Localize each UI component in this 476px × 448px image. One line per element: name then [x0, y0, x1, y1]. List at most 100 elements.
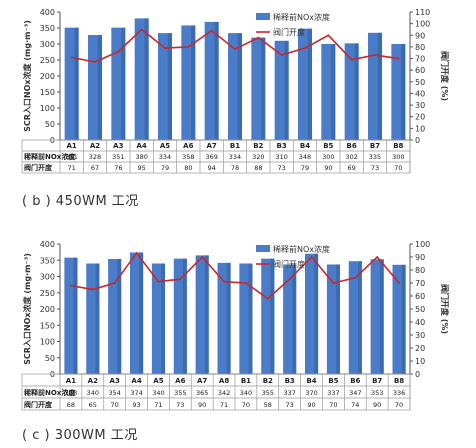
valve-point-B8 — [397, 57, 400, 60]
x-tick-label: B6 — [347, 142, 357, 150]
bar-shade-A5 — [161, 263, 165, 374]
valve-point-B3 — [280, 54, 283, 56]
legend-line-label: 阀门开度 — [273, 259, 305, 269]
y-right-tick-label: 50 — [415, 305, 425, 314]
bar-shade-B3 — [292, 264, 297, 374]
bar-shade-A2 — [95, 263, 100, 374]
y-right-tick-label: 20 — [415, 344, 425, 353]
valve-point-B4 — [304, 47, 306, 49]
bar-shade-A5 — [167, 33, 172, 141]
table-cell: 300 — [322, 153, 334, 161]
valve-point-B5 — [327, 34, 330, 37]
bar-shade-A2 — [97, 35, 102, 140]
table-row-label: 阀门开度 — [24, 163, 53, 172]
table-cell: 69 — [348, 164, 356, 172]
y-right-tick-label: 70 — [415, 55, 425, 64]
table-cell: 73 — [286, 401, 294, 409]
x-tick-label: A1 — [67, 142, 77, 150]
valve-point-A6 — [179, 278, 182, 280]
y-right-tick-label: 10 — [415, 357, 425, 366]
table-cell: 70 — [242, 401, 250, 409]
x-tick-label: A2 — [88, 377, 98, 385]
valve-point-A2 — [91, 288, 94, 291]
y-left-tick-label: 400 — [40, 240, 55, 249]
y-right-tick-label: 90 — [415, 253, 425, 262]
table-row-label: 阀门开度 — [24, 400, 53, 409]
table-cell: 67 — [91, 164, 99, 172]
x-tick-label: B2 — [253, 142, 263, 150]
y-right-tick-label: 50 — [415, 78, 425, 87]
y-left-tick-label: 250 — [40, 289, 55, 298]
bar-shade-B2 — [270, 258, 275, 374]
table-cell: 370 — [305, 389, 317, 397]
table-cell: 337 — [283, 389, 295, 397]
x-tick-label: B3 — [277, 142, 287, 150]
bar-shade-A3 — [117, 258, 122, 374]
table-cell: 65 — [89, 401, 97, 409]
x-tick-label: B1 — [241, 377, 251, 385]
legend-bar-label: 稀释前NOx浓度 — [273, 12, 330, 22]
table-cell: 340 — [240, 389, 252, 397]
table-cell: 95 — [138, 164, 146, 172]
x-tick-label: B7 — [372, 377, 382, 385]
y-left-tick-label: 350 — [40, 256, 55, 265]
y-right-tick-label: 100 — [415, 20, 430, 29]
x-tick-label: B4 — [300, 142, 310, 150]
y-left-tick-label: 0 — [50, 136, 55, 145]
valve-point-B3 — [288, 278, 291, 280]
bar-shade-A4 — [139, 252, 144, 374]
table-cell: 351 — [112, 153, 124, 161]
table-cell: 336 — [393, 389, 405, 397]
table-cell: 76 — [114, 164, 122, 172]
table-cell: 358 — [65, 389, 77, 397]
bar-shade-A4 — [144, 18, 149, 140]
table-cell: 70 — [111, 401, 119, 409]
x-tick-label: A3 — [113, 142, 123, 150]
y-left-tick-label: 50 — [45, 120, 55, 129]
chart-caption-450wm: ( b ) 450WM 工况 — [22, 194, 139, 209]
y-left-tick-label: 150 — [40, 88, 55, 97]
y-right-tick-label: 110 — [415, 8, 430, 17]
table-cell: 93 — [132, 401, 140, 409]
table-cell: 88 — [254, 164, 262, 172]
bar-shade-A7 — [214, 21, 219, 141]
x-tick-label: B1 — [230, 142, 240, 150]
valve-point-A3 — [113, 282, 116, 284]
table-cell: 358 — [182, 153, 194, 161]
valve-point-A8 — [223, 280, 225, 283]
y-right-tick-label: 80 — [415, 266, 425, 275]
table-cell: 58 — [264, 401, 272, 409]
table-cell: 73 — [371, 164, 379, 172]
bar-shade-B2 — [261, 37, 266, 140]
x-tick-label: A7 — [207, 142, 217, 150]
valve-point-A6 — [187, 46, 190, 48]
x-tick-label: A2 — [90, 142, 100, 150]
table-cell: 74 — [351, 401, 359, 409]
y-left-tick-label: 50 — [45, 354, 55, 363]
y-right-tick-label: 60 — [415, 66, 425, 75]
x-tick-label: A8 — [219, 377, 229, 385]
valve-point-A2 — [94, 61, 96, 63]
valve-point-B7 — [374, 54, 376, 56]
table-row-label: 稀释前NOx浓度 — [24, 388, 76, 397]
x-tick-label: A4 — [131, 377, 141, 385]
table-cell: 380 — [135, 153, 147, 161]
table-cell: 73 — [278, 164, 286, 172]
table-cell: 369 — [205, 153, 217, 161]
bar-shade-B7 — [377, 32, 382, 140]
valve-point-B4 — [310, 256, 313, 258]
chart-450wm: 0 50 100 150 200 250 300 350 400 0 10 20 30 40 50 60 70 8… — [21, 8, 450, 174]
valve-point-A4 — [135, 252, 138, 254]
chart-panel-450wm: 0 50 100 150 200 250 300 350 400 0 10 20 30 40 50 60 70 8… — [0, 0, 476, 210]
bar-shade-B5 — [336, 264, 340, 374]
table-cell: 302 — [345, 153, 357, 161]
bar-shade-A1 — [73, 257, 78, 374]
x-tick-label: A7 — [197, 377, 207, 385]
valve-point-B2 — [257, 36, 260, 39]
valve-point-A4 — [140, 28, 143, 31]
valve-point-A1 — [70, 284, 72, 287]
y-right-tick-label: 30 — [415, 331, 425, 340]
y-right-tick-label: 20 — [415, 113, 425, 122]
x-tick-label: B8 — [394, 377, 404, 385]
table-cell: 365 — [196, 389, 208, 397]
